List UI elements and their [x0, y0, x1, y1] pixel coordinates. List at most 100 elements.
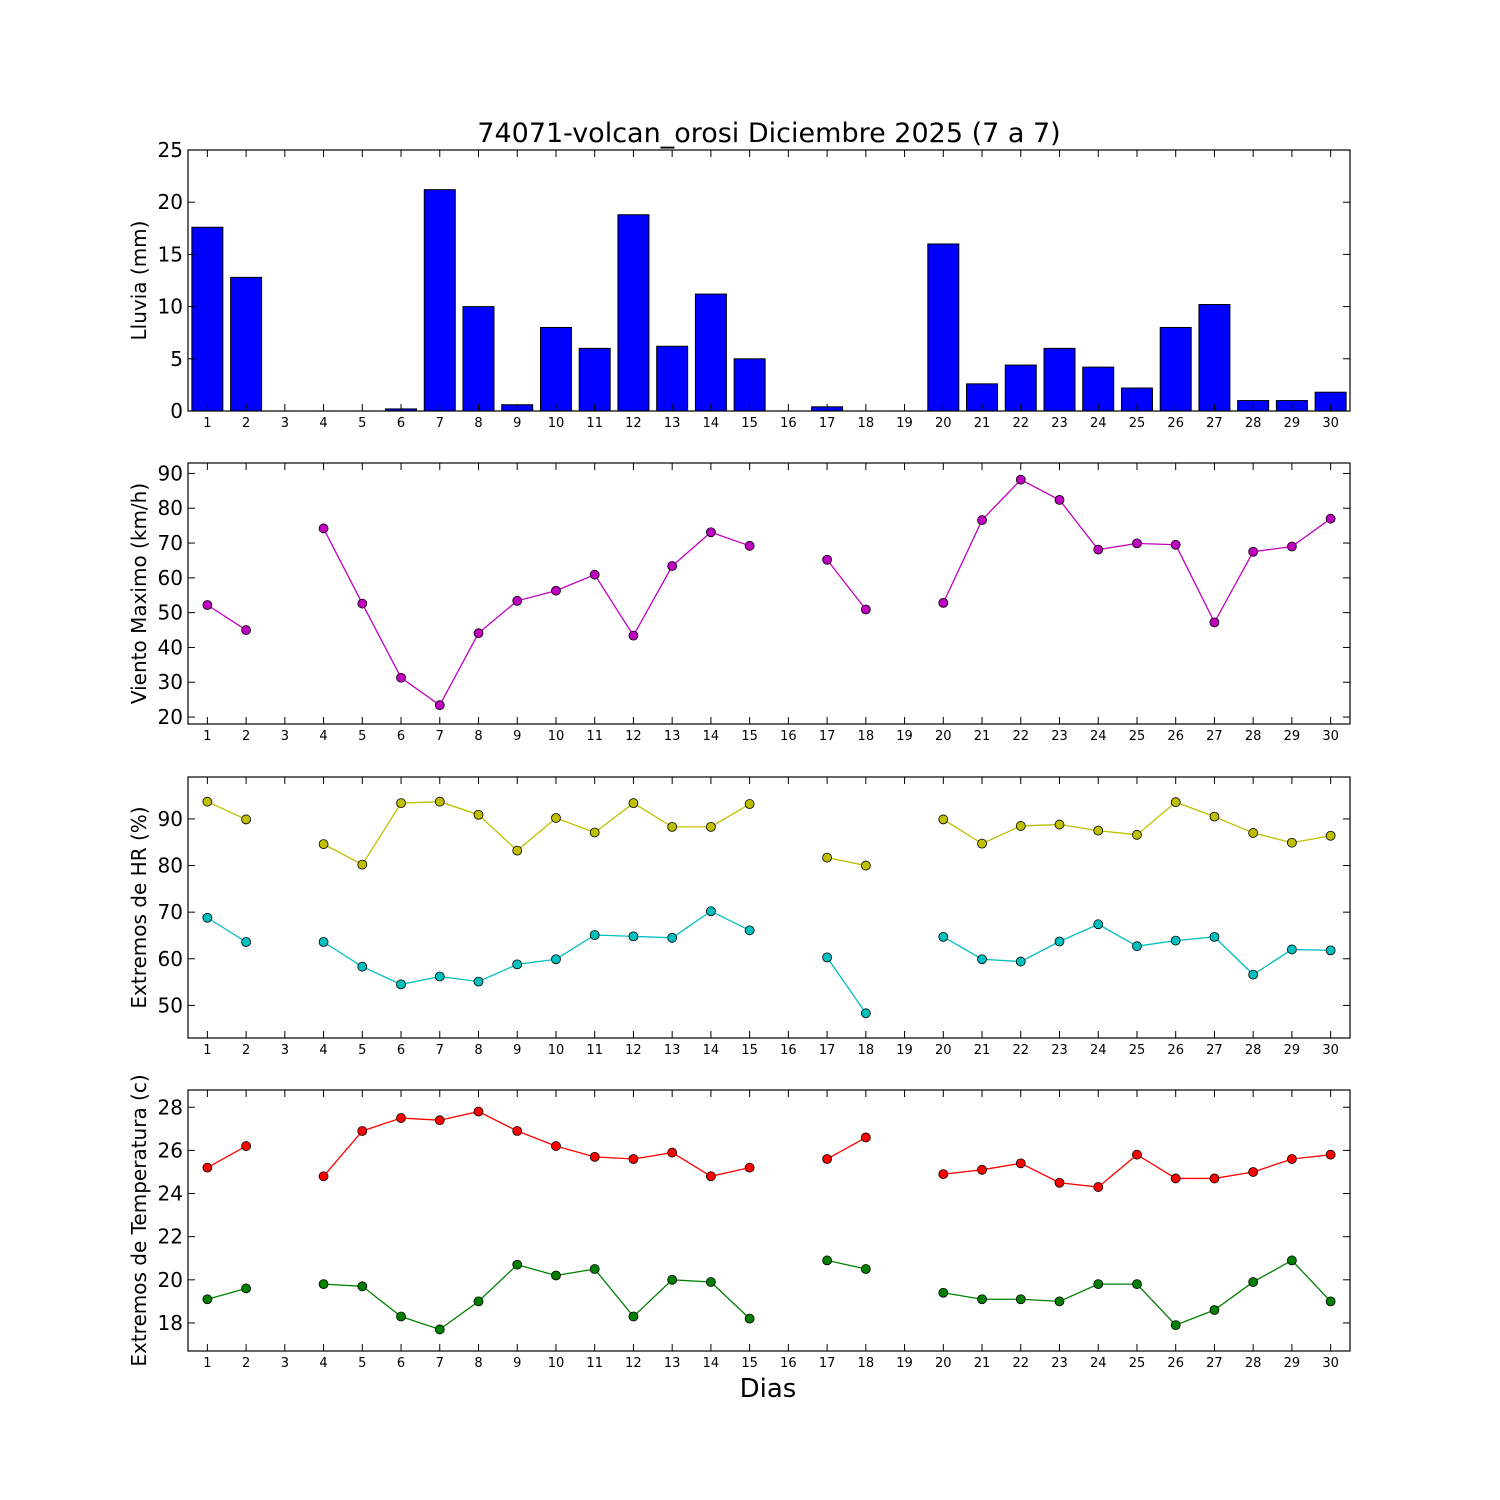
series-1-point-day-15	[744, 799, 755, 809]
series-2-point-day-6	[396, 1311, 406, 1322]
bar-day-24	[1082, 366, 1115, 412]
x-tick-label: 17	[819, 416, 836, 431]
series-2-point-day-4	[318, 937, 329, 947]
series-1-point-day-11	[589, 1151, 600, 1162]
series-2-line-2	[323, 910, 750, 986]
series-1-point-day-8	[473, 809, 484, 820]
x-tick-label: 19	[896, 1043, 913, 1058]
x-tick-label: 9	[513, 1043, 521, 1058]
y-tick-label: 20	[158, 705, 183, 729]
y-tick-label: 24	[158, 1182, 183, 1206]
y-tick-label: 30	[158, 670, 183, 694]
series-1-point-day-11	[589, 827, 600, 838]
x-tick-label: 1	[203, 416, 211, 431]
x-tick-label: 3	[281, 1356, 289, 1371]
series-2-point-day-9	[512, 1259, 523, 1270]
series-1-point-day-1	[202, 796, 213, 807]
x-tick-label: 21	[974, 729, 991, 744]
series-1-point-day-27	[1209, 617, 1220, 628]
x-tick-label: 7	[436, 1356, 444, 1371]
x-tick-label: 2	[242, 1356, 250, 1371]
series-2-point-day-23	[1054, 1296, 1065, 1307]
series-2-point-day-22	[1015, 1294, 1026, 1305]
x-tick-label: 3	[281, 1043, 289, 1058]
series-2-point-day-7	[434, 971, 445, 982]
x-tick-label: 24	[1090, 1356, 1107, 1371]
series-1-point-day-18	[860, 1132, 871, 1143]
x-tick-label: 14	[703, 1043, 720, 1058]
x-tick-label: 4	[319, 1043, 327, 1058]
series-1-point-day-30	[1325, 1149, 1336, 1160]
x-tick-label: 22	[1012, 1356, 1029, 1371]
y-tick-label: 80	[158, 854, 183, 878]
x-tick-label: 28	[1245, 416, 1262, 431]
series-1-line-1	[207, 1145, 247, 1169]
series-2-point-day-2	[241, 937, 252, 947]
y-tick-label: 50	[158, 993, 183, 1017]
x-tick-label: 29	[1284, 729, 1301, 744]
series-1-point-day-22	[1015, 474, 1026, 485]
figure-title: 74071-volcan_orosi Diciembre 2025 (7 a 7…	[477, 118, 1060, 149]
series-1-point-day-13	[667, 821, 678, 832]
x-tick-label: 10	[548, 1356, 565, 1371]
series-2-point-day-10	[551, 954, 561, 965]
axes-frame	[187, 462, 1351, 725]
series-1-point-day-4	[318, 1171, 329, 1182]
bar-day-13	[656, 345, 689, 412]
x-tick-label: 10	[548, 1043, 565, 1058]
x-tick-label: 27	[1206, 1043, 1223, 1058]
series-1-point-day-9	[512, 845, 523, 856]
x-tick-label: 8	[474, 1043, 482, 1058]
y-tick-label: 26	[158, 1138, 183, 1162]
x-tick-label: 23	[1051, 729, 1068, 744]
series-1-point-day-9	[512, 595, 523, 606]
y-tick-label: 18	[158, 1311, 183, 1335]
series-1-point-day-18	[860, 604, 871, 615]
series-1-point-day-22	[1015, 1158, 1026, 1169]
x-tick-label: 16	[780, 729, 797, 744]
series-1-point-day-5	[357, 598, 368, 609]
series-1-point-day-13	[667, 561, 678, 571]
series-1-point-day-24	[1093, 825, 1104, 836]
x-tick-label: 3	[281, 729, 289, 744]
x-tick-label: 27	[1206, 1356, 1223, 1371]
series-2-point-day-28	[1248, 969, 1259, 980]
x-tick-label: 2	[242, 729, 250, 744]
x-tick-label: 14	[703, 416, 720, 431]
bar-day-26	[1159, 326, 1192, 412]
x-tick-label: 5	[358, 416, 366, 431]
x-tick-label: 6	[397, 1043, 405, 1058]
bar-day-12	[617, 214, 650, 412]
x-tick-label: 2	[242, 1043, 250, 1058]
x-tick-label: 7	[436, 729, 444, 744]
y-tick-label: 70	[158, 531, 183, 555]
axes-frame	[187, 1089, 1351, 1352]
series-1-point-day-17	[822, 1154, 832, 1164]
x-tick-label: 26	[1167, 416, 1184, 431]
series-1-point-day-10	[551, 585, 561, 596]
series-2-point-day-4	[318, 1279, 329, 1290]
series-2-point-day-26	[1170, 935, 1181, 946]
series-1-point-day-21	[977, 838, 987, 849]
x-tick-label: 12	[625, 729, 642, 744]
series-2-point-day-28	[1248, 1277, 1259, 1287]
series-1-line-2	[323, 1110, 750, 1177]
series-1-point-day-25	[1132, 538, 1142, 549]
series-1-point-day-26	[1170, 797, 1181, 808]
series-1-point-day-4	[318, 839, 329, 850]
series-2-point-day-5	[357, 1281, 368, 1292]
x-tick-label: 14	[703, 1356, 720, 1371]
series-2-line-1	[207, 1287, 247, 1300]
x-tick-label: 17	[819, 1043, 836, 1058]
y-tick-label: 60	[158, 947, 183, 971]
series-1-point-day-6	[396, 1113, 406, 1123]
series-2-point-day-8	[473, 976, 484, 987]
x-tick-label: 19	[896, 416, 913, 431]
bar-day-11	[578, 347, 611, 412]
series-2-point-day-24	[1093, 1279, 1104, 1290]
series-1-point-day-24	[1093, 544, 1104, 555]
series-1-point-day-27	[1209, 1173, 1220, 1184]
